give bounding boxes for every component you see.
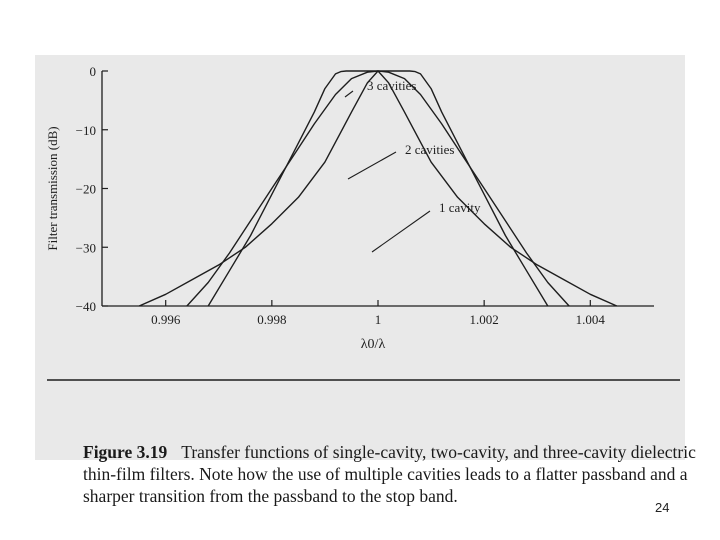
series-label: 1 cavity	[439, 200, 481, 215]
transfer-function-chart: 0 −10 −20 −30 −40 0.996 0.998 1 1.002 1.004 λ0/λ Fi…	[45, 64, 680, 381]
figure-caption: Figure 3.19 Transfer functions of single-…	[83, 441, 718, 507]
y-tick-label: 0	[90, 64, 97, 79]
series-label: 3 cavities	[367, 78, 416, 93]
y-tick-label: −40	[76, 299, 96, 314]
x-axis-title: λ0/λ	[361, 337, 386, 352]
scanned-figure: 0 −10 −20 −30 −40 0.996 0.998 1 1.002 1.004 λ0/λ Fi…	[35, 55, 696, 506]
x-tick-label: 0.998	[257, 312, 286, 327]
series-leader-line	[371, 210, 431, 253]
series-leader-line	[344, 90, 354, 98]
series-line-2	[186, 70, 570, 307]
caption-text: Transfer functions of single-cavity, two…	[83, 442, 696, 506]
y-axis-title: Filter transmission (dB)	[45, 126, 60, 250]
page-number: 24	[655, 500, 670, 515]
series-label: 2 cavities	[405, 142, 454, 157]
figure-label: Figure 3.19	[83, 442, 168, 462]
x-tick-label: 1.004	[576, 312, 606, 327]
series-line-3	[138, 70, 618, 307]
series-line-1	[207, 70, 549, 307]
x-tick-label: 0.996	[151, 312, 181, 327]
x-tick-label: 1.002	[470, 312, 499, 327]
y-tick-label: −10	[76, 123, 96, 138]
x-tick-label: 1	[375, 312, 382, 327]
y-tick-label: −20	[76, 182, 96, 197]
series-leader-line	[347, 151, 397, 180]
y-tick-label: −30	[76, 240, 96, 255]
